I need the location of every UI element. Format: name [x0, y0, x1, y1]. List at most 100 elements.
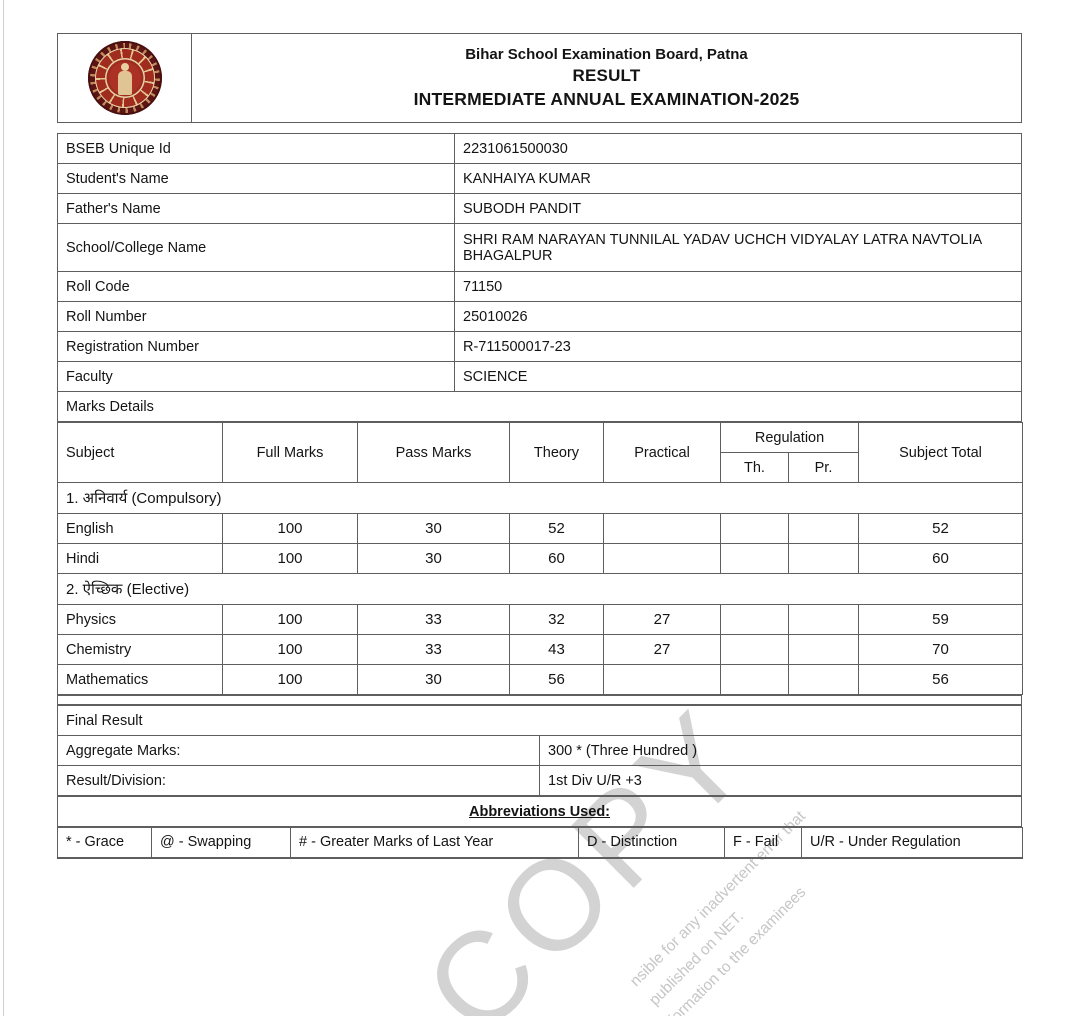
header-box: Bihar School Examination Board, Patna RE…: [57, 33, 1022, 123]
col-header-pass-marks: Pass Marks: [357, 422, 510, 483]
subject-total-cell: 70: [858, 634, 1024, 665]
theory-cell: 52: [509, 513, 604, 544]
practical-cell: [603, 664, 721, 695]
abbr-swapping: @ - Swapping: [151, 827, 291, 858]
subject-name: Physics: [57, 604, 223, 635]
info-value: KANHAIYA KUMAR: [454, 163, 1022, 194]
abbr-greater-marks: # - Greater Marks of Last Year: [290, 827, 579, 858]
subject-row: Physics 100 33 32 27 59: [57, 604, 1024, 635]
subject-total-cell: 52: [858, 513, 1024, 544]
abbr-fail: F - Fail: [724, 827, 802, 858]
page-edge-line: [3, 0, 4, 1016]
regulation-pr-cell: [787, 664, 860, 695]
theory-cell: 32: [509, 604, 604, 635]
subject-row: English 100 30 52 52: [57, 513, 1024, 544]
col-header-theory: Theory: [509, 422, 604, 483]
aggregate-marks-value: 300 * (Three Hundred ): [539, 735, 1022, 766]
spacer-row: [57, 695, 1022, 705]
subject-total-cell: 59: [858, 604, 1024, 635]
practical-cell: 27: [603, 634, 721, 665]
section-row-elective: 2. ऐच्छिक (Elective): [56, 573, 1024, 605]
table-row: Registration Number R-711500017-23: [57, 331, 1022, 362]
aggregate-marks-label: Aggregate Marks:: [57, 735, 540, 766]
page-title: RESULT: [572, 66, 641, 85]
full-marks-cell: 100: [222, 634, 358, 665]
info-label: Student's Name: [57, 163, 455, 194]
info-label: Roll Code: [57, 271, 455, 302]
col-header-full-marks: Full Marks: [222, 422, 358, 483]
regulation-pr-cell: [787, 604, 860, 635]
col-header-th: Th.: [720, 452, 789, 483]
bseb-seal-logo: [87, 41, 162, 115]
seal-figure: [120, 63, 129, 71]
section-label: 1. अनिवार्य (Compulsory): [56, 482, 1024, 514]
info-label: School/College Name: [57, 223, 455, 272]
abbreviations-heading: Abbreviations Used:: [57, 796, 1022, 827]
final-result-table: Final Result Aggregate Marks: 300 * (Thr…: [57, 705, 1022, 796]
table-row: Abbreviations Used:: [57, 796, 1022, 827]
info-value: SUBODH PANDIT: [454, 193, 1022, 224]
col-header-pr: Pr.: [787, 452, 860, 483]
table-row: School/College Name SHRI RAM NARAYAN TUN…: [57, 223, 1022, 272]
subject-row: Hindi 100 30 60 60: [57, 543, 1024, 574]
practical-cell: [603, 543, 721, 574]
abbreviations-title-table: Abbreviations Used:: [57, 796, 1022, 827]
marks-details-heading: Marks Details: [57, 391, 1022, 422]
info-value: R-711500017-23: [454, 331, 1022, 362]
logo-cell: [58, 34, 192, 122]
full-marks-cell: 100: [222, 664, 358, 695]
abbr-grace: * - Grace: [57, 827, 152, 858]
col-header-regulation: Regulation: [719, 422, 860, 453]
full-marks-cell: 100: [222, 543, 358, 574]
abbreviations-table: * - Grace @ - Swapping # - Greater Marks…: [57, 827, 1023, 859]
info-value: SCIENCE: [454, 361, 1022, 392]
info-value: SHRI RAM NARAYAN TUNNILAL YADAV UCHCH VI…: [454, 223, 1022, 272]
table-row: * - Grace @ - Swapping # - Greater Marks…: [57, 827, 1023, 858]
info-label: Registration Number: [57, 331, 455, 362]
table-row: Aggregate Marks: 300 * (Three Hundred ): [57, 735, 1022, 766]
regulation-th-cell: [720, 604, 789, 635]
info-label: Father's Name: [57, 193, 455, 224]
result-content: Bihar School Examination Board, Patna RE…: [56, 33, 1024, 859]
theory-cell: 56: [509, 664, 604, 695]
pass-marks-cell: 33: [357, 604, 510, 635]
subject-name: Mathematics: [57, 664, 223, 695]
table-row: Marks Details: [57, 391, 1022, 422]
exam-title: INTERMEDIATE ANNUAL EXAMINATION-2025: [413, 89, 800, 109]
marks-table: Subject Full Marks Pass Marks Theory Pra…: [56, 422, 1024, 695]
subject-row: Mathematics 100 30 56 56: [57, 664, 1024, 695]
full-marks-cell: 100: [222, 604, 358, 635]
regulation-pr-cell: [787, 634, 860, 665]
table-row: BSEB Unique Id 2231061500030: [57, 133, 1022, 164]
seal-figure: [117, 71, 132, 95]
spacer-cell: [57, 695, 1022, 705]
table-row: Final Result: [57, 705, 1022, 736]
subject-name: Chemistry: [57, 634, 223, 665]
full-marks-cell: 100: [222, 513, 358, 544]
practical-cell: 27: [603, 604, 721, 635]
abbr-distinction: D - Distinction: [578, 827, 725, 858]
pass-marks-cell: 33: [357, 634, 510, 665]
regulation-th-cell: [720, 634, 789, 665]
table-row: Father's Name SUBODH PANDIT: [57, 193, 1022, 224]
subject-name: English: [57, 513, 223, 544]
marks-subheader-row: Th. Pr.: [58, 452, 1023, 483]
board-name: Bihar School Examination Board, Patna: [465, 46, 748, 63]
table-row: Roll Code 71150: [57, 271, 1022, 302]
section-row-compulsory: 1. अनिवार्य (Compulsory): [56, 482, 1024, 514]
marks-header-row: Subject Full Marks Pass Marks Theory Pra…: [57, 422, 1024, 483]
practical-cell: [603, 513, 721, 544]
regulation-pr-cell: [787, 513, 860, 544]
pass-marks-cell: 30: [357, 664, 510, 695]
col-header-practical: Practical: [603, 422, 721, 483]
pass-marks-cell: 30: [357, 513, 510, 544]
col-header-subject-total: Subject Total: [858, 422, 1024, 483]
regulation-th-cell: [720, 543, 789, 574]
theory-cell: 60: [509, 543, 604, 574]
regulation-th-cell: [720, 664, 789, 695]
info-label: Faculty: [57, 361, 455, 392]
result-division-label: Result/Division:: [57, 765, 540, 796]
info-label: Roll Number: [57, 301, 455, 332]
regulation-pr-cell: [787, 543, 860, 574]
